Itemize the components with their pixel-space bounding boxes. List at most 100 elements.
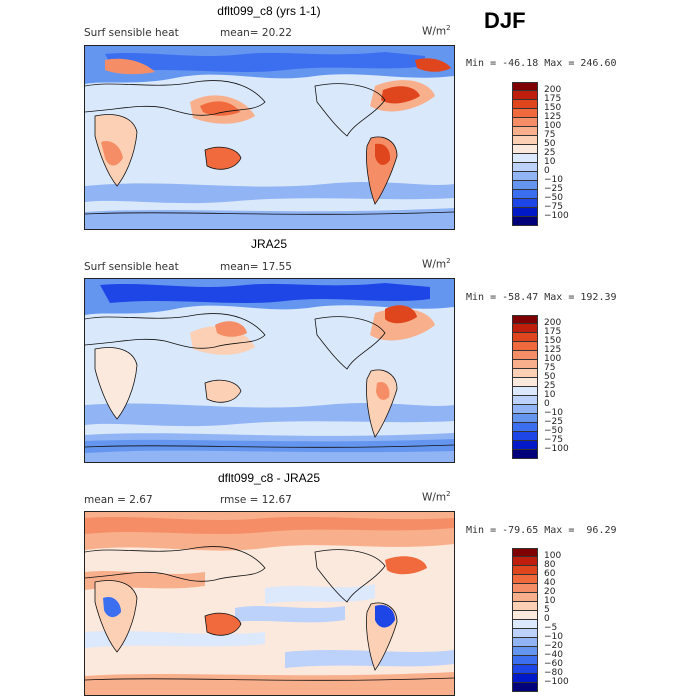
colorbar-tick-label: −25 [544, 184, 563, 194]
colorbar-swatch [512, 172, 538, 181]
colorbar-swatch [512, 333, 538, 342]
colorbar-swatch [512, 665, 538, 674]
colorbar-swatch [512, 575, 538, 584]
colorbar-swatch [512, 109, 538, 118]
panel-1-map [84, 45, 455, 230]
panel-1-min-max: Min = -46.18 Max = 246.60 [466, 58, 617, 69]
colorbar-tick-label: 175 [544, 94, 562, 104]
colorbar-swatch [512, 396, 538, 405]
colorbar-swatch [512, 342, 538, 351]
colorbar-tick-label: −100 [544, 211, 569, 221]
colorbar-tick-label: −75 [544, 202, 563, 212]
colorbar-tick-label: 100 [544, 354, 562, 364]
colorbar-tick-label: −5 [544, 623, 558, 633]
colorbar-swatch [512, 548, 538, 557]
colorbar-tick-label: 125 [544, 345, 562, 355]
colorbar-swatch [512, 351, 538, 360]
colorbar-tick-label: 0 [544, 166, 550, 176]
colorbar-tick-label: −10 [544, 175, 563, 185]
colorbar-tick-label: −100 [544, 677, 569, 687]
colorbar-tick-label: 200 [544, 318, 562, 328]
colorbar-tick-label: 75 [544, 130, 556, 140]
colorbar-tick-label: 150 [544, 336, 562, 346]
panel-1-title: dflt099_c8 (yrs 1-1) [217, 4, 321, 18]
colorbar-swatch [512, 199, 538, 208]
colorbar-swatch [512, 584, 538, 593]
colorbar-swatch [512, 82, 538, 91]
colorbar-swatch [512, 647, 538, 656]
colorbar-swatch [512, 369, 538, 378]
panel-1-units: W/m2 [422, 24, 451, 38]
colorbar-swatch [512, 378, 538, 387]
colorbar-swatch [512, 620, 538, 629]
colorbar-tick-label: 175 [544, 327, 562, 337]
colorbar-swatch [512, 190, 538, 199]
colorbar-tick-label: 5 [544, 605, 550, 615]
colorbar-swatch [512, 566, 538, 575]
colorbar-swatch [512, 315, 538, 324]
colorbar-swatch [512, 423, 538, 432]
panel-2-variable-label: Surf sensible heat [84, 261, 179, 273]
colorbar-swatch [512, 217, 538, 226]
colorbar-swatch [512, 593, 538, 602]
panel-1-variable-label: Surf sensible heat [84, 27, 179, 39]
colorbar-swatch [512, 638, 538, 647]
colorbar-swatch [512, 387, 538, 396]
panel-3-map [84, 511, 455, 696]
colorbar-tick-label: 50 [544, 139, 556, 149]
colorbar-swatch [512, 611, 538, 620]
panel-2-colorbar: 200 175 150 125 100 75 50 25 10 0 −10 −25 −50 −75 −100 [512, 315, 569, 459]
colorbar-swatch [512, 450, 538, 459]
colorbar-swatch [512, 145, 538, 154]
colorbar-swatch [512, 91, 538, 100]
colorbar-tick-label: −50 [544, 426, 563, 436]
colorbar-tick-label: 0 [544, 614, 550, 624]
colorbar-tick-label: 25 [544, 381, 556, 391]
season-label: DJF [484, 8, 526, 33]
colorbar-swatch [512, 360, 538, 369]
colorbar-swatch [512, 432, 538, 441]
colorbar-tick-label: 0 [544, 399, 550, 409]
colorbar-tick-label: −40 [544, 650, 563, 660]
colorbar-tick-label: 10 [544, 157, 556, 167]
colorbar-tick-label: 25 [544, 148, 556, 158]
panel-3-min-max: Min = -79.65 Max = 96.29 [466, 525, 617, 536]
colorbar-tick-label: 75 [544, 363, 556, 373]
panel-2-min-max: Min = -58.47 Max = 192.39 [466, 292, 617, 303]
panel-3-colorbar: 100 80 60 40 20 10 5 0 −5 −10 −20 −40 −60 −80 −100 [512, 548, 569, 692]
colorbar-tick-label: 40 [544, 578, 556, 588]
colorbar-swatch [512, 441, 538, 450]
colorbar-swatch [512, 683, 538, 692]
colorbar-tick-label: 150 [544, 103, 562, 113]
colorbar-swatch [512, 602, 538, 611]
colorbar-tick-label: 50 [544, 372, 556, 382]
colorbar-tick-label: −75 [544, 435, 563, 445]
colorbar-swatch [512, 154, 538, 163]
colorbar-swatch [512, 208, 538, 217]
panel-2-units: W/m2 [422, 257, 451, 271]
colorbar-swatch [512, 674, 538, 683]
colorbar-swatch [512, 118, 538, 127]
colorbar-tick-label: 60 [544, 569, 556, 579]
colorbar-swatch [512, 100, 538, 109]
colorbar-tick-label: −20 [544, 641, 563, 651]
colorbar-tick-label: 100 [544, 551, 562, 561]
colorbar-tick-label: 80 [544, 560, 556, 570]
colorbar-swatch [512, 629, 538, 638]
panel-2-title: JRA25 [250, 237, 288, 251]
colorbar-swatch [512, 405, 538, 414]
panel-3-rmse-label: rmse = 12.67 [220, 494, 292, 506]
colorbar-tick-label: 200 [544, 85, 562, 95]
colorbar-tick-label: −10 [544, 408, 563, 418]
colorbar-tick-label: 125 [544, 112, 562, 122]
colorbar-swatch [512, 163, 538, 172]
panel-1-colorbar: 200 175 150 125 100 75 50 25 10 0 −10 −25 −50 −75 −100 [512, 82, 569, 226]
colorbar-tick-label: −10 [544, 632, 563, 642]
colorbar-tick-label: 20 [544, 587, 556, 597]
panel-2-mean-label: mean= 17.55 [220, 261, 292, 273]
panel-3-mean-label: mean = 2.67 [84, 494, 153, 506]
colorbar-tick-label: 10 [544, 390, 556, 400]
colorbar-tick-label: 10 [544, 596, 556, 606]
colorbar-swatch [512, 324, 538, 333]
colorbar-tick-label: 100 [544, 121, 562, 131]
